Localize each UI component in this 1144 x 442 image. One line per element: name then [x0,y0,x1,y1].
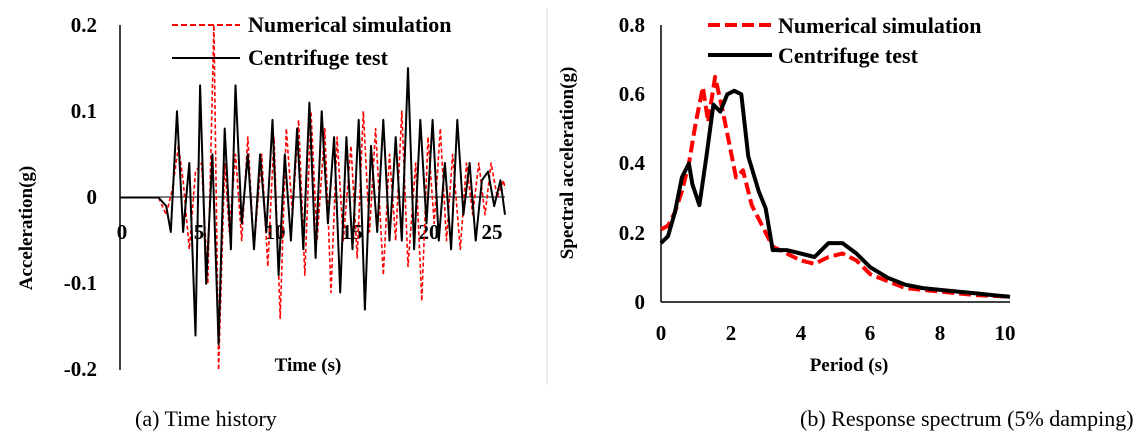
legend-label-simulation: Numerical simulation [248,12,452,37]
ytick-label: 0.4 [619,151,646,175]
xtick-label: 0 [656,321,667,345]
ytick-label: -0.2 [64,357,97,381]
ylabel-a: Acceleration(g) [16,166,37,291]
ytick-label: 0.6 [619,82,645,106]
xtick-label: 10 [995,321,1016,345]
ytick-label: 0 [87,185,98,209]
ylabel-b: Spectral acceleration(g) [557,67,578,260]
caption-b: (b) Response spectrum (5% damping) [800,406,1134,431]
spectrum-centrifuge-line [659,88,1011,299]
ytick-label: 0.8 [619,13,645,37]
ytick-label: 0.1 [71,99,97,123]
xtick-label: 0 [117,220,128,244]
xtick-label: 4 [796,321,807,345]
ytick-label: 0.2 [71,13,97,37]
time-history-centrifuge-line [120,67,506,346]
caption-a: (a) Time history [135,406,277,431]
legend-label-simulation: Numerical simulation [778,13,982,38]
ytick-label: 0 [635,290,646,314]
ytick-label: -0.1 [64,271,97,295]
ytick-label: 0.2 [619,221,645,245]
xtick-label: 6 [865,321,876,345]
response-spectrum-chart: Spectral acceleration(g) Period (s) 0.8 … [557,13,1016,376]
xlabel-b: Period (s) [810,355,889,376]
time-history-chart: Acceleration(g) Time (s) 0.2 0.1 0 -0.1 … [16,12,506,381]
xtick-label: 20 [419,220,440,244]
xtick-label: 5 [194,220,205,244]
legend-label-centrifuge: Centrifuge test [778,43,919,68]
legend-label-centrifuge: Centrifuge test [248,45,389,70]
xtick-label: 25 [482,220,503,244]
xtick-label: 2 [726,321,737,345]
xtick-label: 8 [935,321,946,345]
xlabel-a: Time (s) [275,355,342,376]
